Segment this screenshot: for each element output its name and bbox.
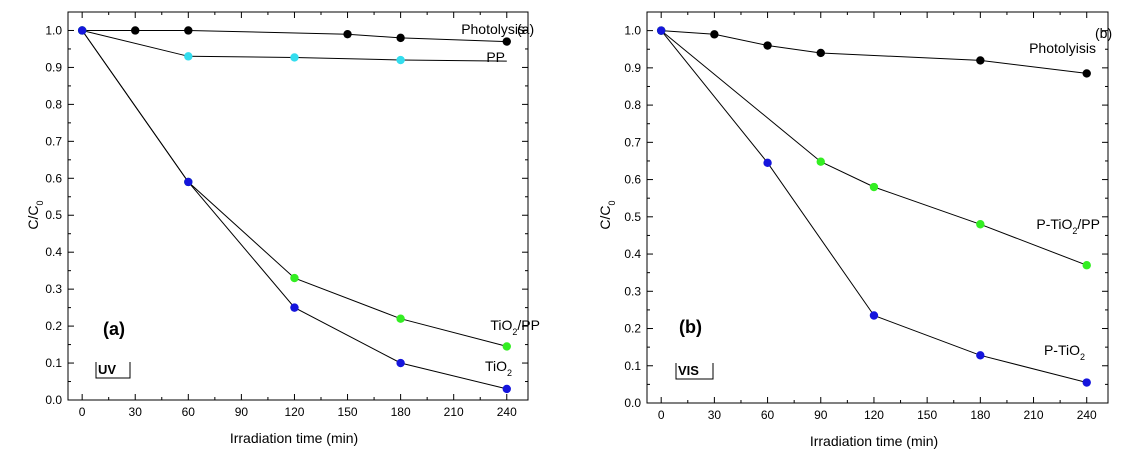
data-point-a-2 [396,314,405,323]
data-point-a-1 [396,55,405,65]
y-tick-label-b: 0.8 [624,98,641,112]
x-tick-label-a: 0 [79,405,86,419]
data-point-b-0 [976,56,985,65]
y-tick-label-a: 0.8 [45,97,62,111]
x-tick-label-a: 60 [182,405,196,419]
data-point-a-3 [502,384,511,394]
y-tick-label-a: 0.3 [45,282,62,296]
x-tick-label-b: 180 [970,408,990,422]
corner-label-a: (a) [517,21,534,37]
panel-label-b: (b) [679,317,702,337]
y-tick-label-a: 0.6 [45,171,62,185]
series-label-b-0: Photolyisis [1029,40,1096,56]
data-point-a-3 [184,177,193,187]
data-point-a-0 [396,33,405,43]
data-point-b-0 [763,41,772,50]
plot-frame-a [67,11,529,401]
box-label-vis: VIS [678,363,699,378]
x-tick-label-b: 30 [708,408,722,422]
box-label-uv: UV [98,362,116,377]
data-point-a-0 [502,37,511,46]
data-point-a-0 [343,29,352,39]
x-tick-label-a: 90 [235,405,249,419]
y-tick-label-b: 0.7 [624,135,641,149]
data-point-b-1 [816,157,825,166]
x-axis-label-a: Irradiation time (min) [230,430,358,446]
data-point-a-1 [290,53,299,62]
x-tick-label-a: 240 [497,405,517,419]
series-label-a-0: Photolysis [461,21,525,37]
data-point-a-0 [184,26,193,35]
data-point-b-2 [656,26,666,35]
data-point-b-1 [1082,261,1091,270]
x-tick-label-b: 90 [814,408,828,422]
x-tick-label-b: 0 [658,408,665,422]
y-axis-label-a: C/C0 [25,200,45,229]
x-tick-label-b: 210 [1024,408,1044,422]
data-point-a-0 [131,26,140,35]
series-label-b-1: P-TiO2/PP [1036,216,1100,236]
data-point-b-2 [763,158,772,168]
plot-frame-b [646,11,1109,404]
y-tick-label-a: 0.1 [45,356,62,370]
series-label-a-1: PP [486,49,505,65]
y-tick-label-b: 0.0 [624,396,641,410]
y-tick-label-b: 0.3 [624,284,641,298]
uv-box [95,362,131,379]
y-axis-label-b: C/C0 [597,200,617,229]
series-label-b-2: P-TiO2 [1044,342,1085,362]
y-tick-label-b: 1.0 [624,24,641,38]
chart-panel-b: C/C0 Irradiation time (min) (b) (b) VIS … [597,11,1112,449]
vis-box [675,363,714,380]
x-tick-label-b: 150 [917,408,937,422]
data-point-b-2 [869,311,879,320]
y-tick-label-a: 1.0 [45,23,62,37]
data-point-b-2 [1082,378,1091,387]
series-label-a-3: TiO2 [485,358,512,378]
data-point-a-3 [396,358,405,368]
data-point-a-1 [184,52,193,61]
data-point-a-2 [502,342,511,351]
y-tick-label-b: 0.5 [624,210,641,224]
data-point-b-0 [816,48,825,58]
x-tick-label-a: 150 [338,405,358,419]
series-line-b-0 [661,30,1087,74]
data-point-a-3 [290,303,299,312]
data-point-b-0 [1082,69,1091,78]
y-tick-label-a: 0.9 [45,60,62,74]
corner-label-b: (b) [1095,25,1112,41]
y-tick-label-b: 0.2 [624,322,641,336]
y-tick-label-b: 0.6 [624,173,641,187]
data-point-b-1 [976,220,985,229]
data-point-a-2 [290,273,299,283]
data-point-b-0 [710,30,719,39]
data-point-b-1 [869,182,879,192]
x-tick-label-b: 120 [864,408,884,422]
x-tick-label-a: 210 [444,405,464,419]
x-tick-label-a: 30 [129,405,143,419]
series-line-a-0 [82,30,507,43]
data-point-b-2 [976,351,985,360]
series-label-a-2: TiO2/PP [490,317,540,337]
series-line-a-3 [81,30,507,390]
y-tick-label-b: 0.1 [624,359,641,373]
x-tick-label-a: 120 [284,405,304,419]
panel-label-a: (a) [103,319,125,339]
x-tick-label-b: 60 [761,408,775,422]
y-tick-label-a: 0.0 [45,393,62,407]
series-line-a-2 [81,30,507,347]
y-tick-label-b: 0.9 [624,61,641,75]
data-point-a-3 [77,26,87,35]
chart-panel-a: C/C0 Irradiation time (min) (a) (a) UV 0… [25,11,540,446]
y-tick-label-a: 0.7 [45,134,62,148]
y-tick-label-a: 0.4 [45,245,62,259]
y-tick-label-a: 0.2 [45,319,62,333]
y-tick-label-b: 0.4 [624,247,641,261]
x-axis-label-b: Irradiation time (min) [810,433,938,449]
x-tick-label-b: 240 [1077,408,1097,422]
x-tick-label-a: 180 [391,405,411,419]
y-tick-label-a: 0.5 [45,208,62,222]
